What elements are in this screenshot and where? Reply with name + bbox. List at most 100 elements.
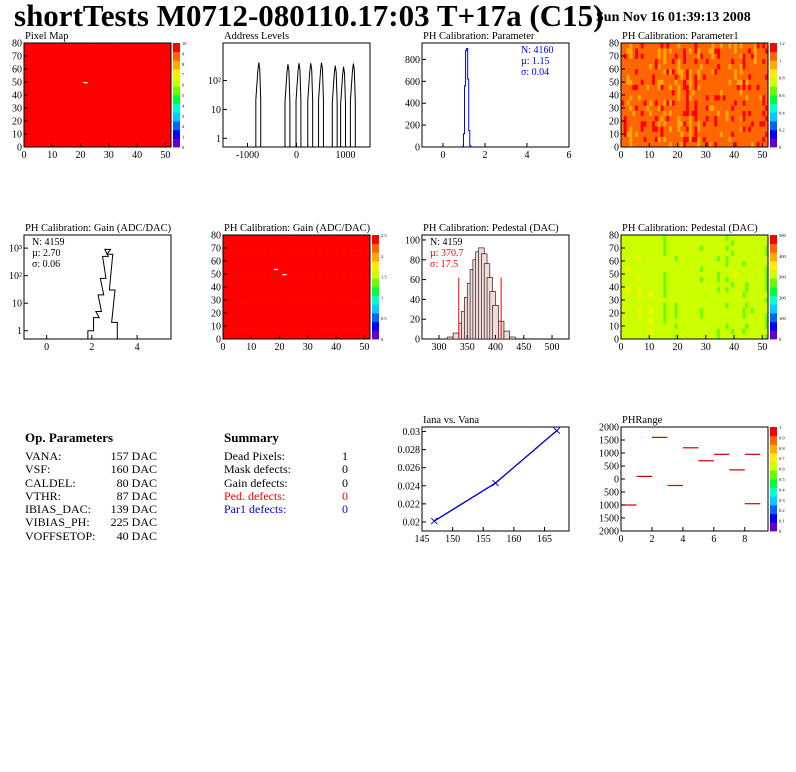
heatmap-cell [304, 328, 309, 335]
y-tick-label: 0.026 [398, 463, 421, 474]
heatmap-cell [626, 48, 630, 54]
heatmap-cell [640, 69, 644, 75]
heatmap-cell [259, 276, 263, 283]
heatmap-cell [700, 115, 704, 122]
heatmap-cell [646, 48, 650, 54]
heatmap-cell [694, 307, 698, 314]
heatmap-cell [725, 58, 729, 65]
heatmap-cell [350, 276, 354, 283]
heatmap-cell [686, 74, 690, 80]
heatmap-cell [256, 287, 261, 293]
heatmap-cell [282, 302, 286, 309]
heatmap-cell [756, 95, 760, 101]
heatmap-cell [646, 84, 650, 91]
heatmap-cell [640, 307, 644, 314]
heatmap-cell [666, 235, 670, 241]
x-tick-label: 0 [294, 150, 299, 161]
heatmap-cell [736, 297, 741, 303]
heatmap-cell [702, 48, 707, 54]
heatmap-cell [688, 100, 692, 106]
heatmap-cell [350, 271, 354, 277]
heatmap-cell [666, 131, 670, 137]
x-tick-label: 400 [488, 342, 503, 353]
heatmap-cell [669, 69, 673, 75]
heatmap-cell [686, 63, 690, 70]
heatmap-cell [237, 287, 241, 293]
heatmap-cell [762, 95, 766, 101]
colorbar-label: 2 [381, 254, 383, 259]
heatmap-cell [734, 271, 738, 277]
heatmap-cell [756, 121, 760, 127]
heatmap-cell [350, 313, 354, 319]
heatmap-cell [765, 281, 769, 288]
x-tick-label: 30 [303, 342, 313, 353]
heatmap-cell [756, 240, 760, 246]
heatmap-cell [759, 53, 763, 59]
heatmap-cell [316, 328, 320, 335]
heatmap-cell [355, 318, 359, 324]
heatmap-cell [722, 297, 726, 303]
heatmap-cell [282, 255, 286, 262]
heatmap-cell [736, 255, 741, 262]
heatmap-cell [671, 297, 676, 303]
heatmap-cell [237, 328, 241, 335]
heatmap-cell [623, 328, 627, 335]
heatmap-cell [262, 302, 266, 309]
heatmap-cell [660, 281, 664, 288]
heatmap-cell [736, 95, 741, 101]
heatmap-cell [688, 328, 692, 335]
heatmap-cell [739, 287, 743, 293]
y-tick-label: 30 [12, 104, 22, 115]
heatmap-cell [643, 74, 647, 80]
heatmap-cell [683, 328, 687, 335]
heatmap-cell [629, 271, 633, 277]
heatmap-cell [742, 328, 746, 335]
y-tick-label: 400 [405, 99, 420, 110]
heatmap-cell [225, 250, 229, 257]
heatmap-cell [282, 261, 286, 267]
heatmap-cell [316, 313, 320, 319]
heatmap-cell [623, 115, 627, 122]
heatmap-cell [259, 333, 263, 340]
heatmap-cell [364, 281, 368, 288]
heatmap-cell [302, 287, 306, 293]
y-tick-label: 1 [216, 134, 221, 145]
heatmap-cell [753, 136, 757, 143]
heatmap-cell [691, 84, 695, 91]
heatmap-cell [759, 276, 763, 283]
y-tick-label: 500 [604, 462, 619, 473]
heatmap-cell [245, 328, 249, 335]
heatmap-cell [640, 313, 644, 319]
heatmap-cell [649, 43, 653, 49]
heatmap-cell [697, 100, 701, 106]
heatmap-cell [663, 302, 667, 309]
colorbar-label: 0.6 [779, 467, 785, 472]
heatmap-cell [756, 63, 760, 70]
heatmap-cell [762, 100, 766, 106]
heatmap-cell [637, 245, 642, 251]
heatmap-cell [282, 266, 286, 272]
heatmap-cell [708, 105, 712, 111]
heatmap-cell [697, 302, 701, 309]
heatmap-cell [299, 281, 303, 288]
x-tick-label: 1000 [336, 150, 356, 161]
heatmap-cell [728, 131, 732, 137]
heatmap-cell [691, 105, 695, 111]
stat-text: N: 4159 [430, 237, 463, 248]
heatmap-cell [700, 136, 704, 143]
heatmap-cell [114, 43, 118, 148]
colorbar-label: 0.9 [779, 435, 785, 440]
heatmap-cell [657, 271, 661, 277]
heatmap-cell [725, 302, 729, 309]
heatmap-cell [637, 235, 642, 241]
heatmap-cell [691, 89, 695, 96]
heatmap-cell [739, 58, 743, 65]
x-tick-label: 145 [415, 534, 430, 545]
heatmap-cell [293, 292, 297, 298]
heatmap-cell [632, 79, 636, 85]
heatmap-cell [276, 261, 280, 267]
heatmap-cell [700, 131, 704, 137]
heatmap-cell [338, 281, 343, 288]
